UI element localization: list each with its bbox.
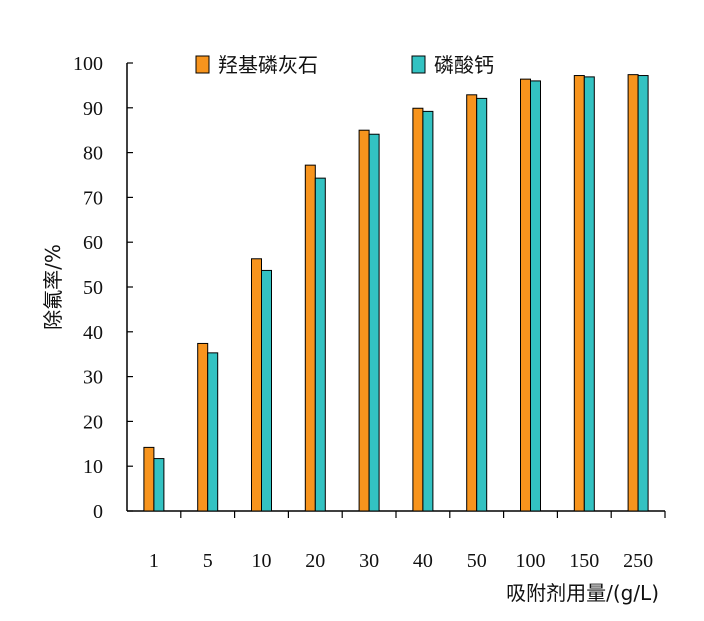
bar-series1-5 — [197, 342, 209, 512]
bar-series1-150 — [573, 75, 585, 512]
y-tick-label: 40 — [83, 322, 103, 344]
bar-series1-30 — [358, 129, 370, 512]
y-tick-label: 50 — [83, 277, 103, 299]
bar-series2-10 — [261, 269, 272, 512]
y-tick-label: 60 — [83, 232, 103, 254]
x-tick-label: 10 — [252, 550, 272, 572]
y-tick-label: 10 — [83, 456, 103, 478]
bar-series2-20 — [314, 177, 326, 512]
bar-series1-1 — [143, 446, 155, 512]
y-axis-title: 除氟率/% — [41, 244, 65, 330]
bar-series2-1 — [153, 458, 165, 512]
y-tick-label: 0 — [93, 501, 103, 523]
y-tick-label: 70 — [83, 187, 103, 209]
bar-series2-5 — [207, 352, 219, 512]
y-tick-label: 80 — [83, 143, 103, 165]
y-tick-label: 20 — [83, 411, 103, 433]
bar-series2-40 — [422, 110, 434, 512]
legend-label: 羟基磷灰石 — [218, 53, 318, 77]
y-tick-label: 30 — [83, 367, 103, 389]
legend-swatch — [411, 55, 426, 74]
x-axis-title: 吸附剂用量/(g/L) — [506, 581, 659, 605]
x-tick-label: 50 — [467, 550, 487, 572]
x-axis: 1 5 10 20 30 40 50 100 150 250 — [127, 510, 666, 572]
x-tick-label: 20 — [305, 550, 325, 572]
y-tick-label: 100 — [73, 53, 103, 75]
bars — [143, 74, 649, 512]
legend-swatch — [195, 55, 210, 74]
bar-series1-20 — [304, 164, 316, 512]
y-tick-label: 90 — [83, 98, 103, 120]
bar-series2-250 — [637, 75, 649, 512]
x-tick-label: 1 — [149, 550, 159, 572]
bar-series1-250 — [627, 74, 639, 512]
chart-legend: 羟基磷灰石 磷酸钙 — [195, 53, 494, 77]
bar-series1-50 — [466, 94, 478, 512]
x-tick-label: 30 — [359, 550, 379, 572]
x-tick-label: 150 — [569, 550, 599, 572]
bar-series1-40 — [412, 107, 424, 512]
x-tick-label: 100 — [516, 550, 546, 572]
bar-series2-30 — [368, 133, 380, 512]
y-axis: 0 10 20 30 40 50 60 70 80 90 100 — [73, 53, 133, 523]
bar-series1-100 — [520, 78, 531, 512]
legend-label: 磷酸钙 — [434, 53, 494, 77]
bar-series1-10 — [251, 258, 262, 512]
bar-series2-150 — [583, 76, 595, 512]
x-tick-label: 5 — [203, 550, 213, 572]
bar-series2-50 — [476, 97, 488, 512]
bar-series2-100 — [530, 80, 541, 512]
x-tick-label: 250 — [623, 550, 653, 572]
x-tick-label: 40 — [413, 550, 433, 572]
